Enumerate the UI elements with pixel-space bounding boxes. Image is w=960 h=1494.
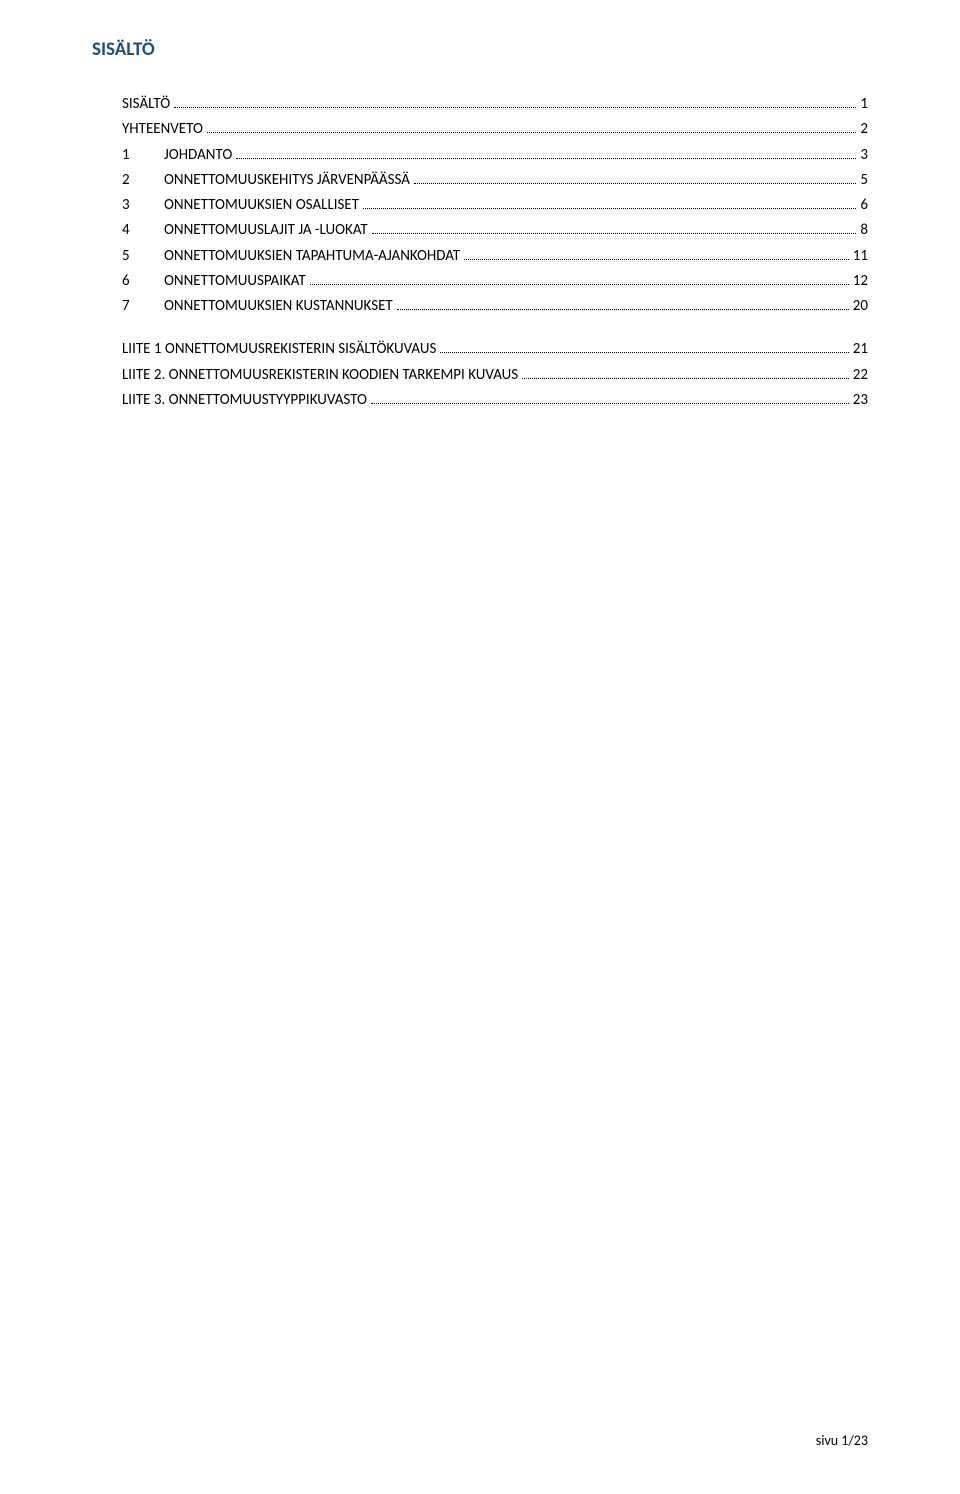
toc-entry: SISÄLTÖ 1 — [122, 93, 868, 116]
toc-entry: 3 ONNETTOMUUKSIEN OSALLISET 6 — [122, 194, 868, 217]
toc-label: JOHDANTO — [164, 144, 232, 167]
toc-label: ONNETTOMUUSPAIKAT — [164, 270, 306, 293]
toc-entry: 2 ONNETTOMUUSKEHITYS JÄRVENPÄÄSSÄ 5 — [122, 169, 868, 192]
toc-leader-dots — [397, 309, 849, 310]
toc-number: 2 — [122, 169, 164, 192]
toc-label: ONNETTOMUUSKEHITYS JÄRVENPÄÄSSÄ — [164, 169, 410, 192]
toc-leader-dots — [464, 259, 849, 260]
toc-leader-dots — [174, 107, 856, 108]
toc-leader-dots — [236, 158, 856, 159]
toc-number: 4 — [122, 219, 164, 242]
toc-page: 22 — [853, 364, 868, 387]
toc-number: 6 — [122, 270, 164, 293]
toc-label: LIITE 3. ONNETTOMUUSTYYPPIKUVASTO — [122, 389, 367, 412]
toc-page: 23 — [853, 389, 868, 412]
toc-page: 3 — [860, 144, 868, 167]
toc-page: 12 — [853, 270, 868, 293]
toc-label: ONNETTOMUUKSIEN TAPAHTUMA-AJANKOHDAT — [164, 245, 460, 268]
toc-page: 20 — [853, 295, 868, 318]
toc-entry: 1 JOHDANTO 3 — [122, 144, 868, 167]
toc-number: 5 — [122, 245, 164, 268]
toc-entry: LIITE 2. ONNETTOMUUSREKISTERIN KOODIEN T… — [122, 364, 868, 387]
toc-page: 1 — [860, 93, 868, 116]
toc-gap — [122, 320, 868, 338]
toc-page: 5 — [860, 169, 868, 192]
table-of-contents: SISÄLTÖ 1 YHTEENVETO 2 1 JOHDANTO 3 2 ON… — [92, 93, 868, 412]
toc-entry: LIITE 1 ONNETTOMUUSREKISTERIN SISÄLTÖKUV… — [122, 338, 868, 361]
toc-leader-dots — [522, 378, 849, 379]
toc-number: 7 — [122, 295, 164, 318]
toc-label: YHTEENVETO — [122, 118, 203, 141]
toc-entry: 5 ONNETTOMUUKSIEN TAPAHTUMA-AJANKOHDAT 1… — [122, 245, 868, 268]
toc-page: 8 — [860, 219, 868, 242]
toc-entry: LIITE 3. ONNETTOMUUSTYYPPIKUVASTO 23 — [122, 389, 868, 412]
toc-leader-dots — [372, 233, 857, 234]
toc-page: 21 — [853, 338, 868, 361]
toc-page: 2 — [860, 118, 868, 141]
toc-leader-dots — [310, 284, 849, 285]
toc-page: 6 — [860, 194, 868, 217]
toc-leader-dots — [207, 132, 856, 133]
toc-label: SISÄLTÖ — [122, 93, 170, 116]
toc-number: 1 — [122, 144, 164, 167]
toc-entry: 6 ONNETTOMUUSPAIKAT 12 — [122, 270, 868, 293]
toc-label: ONNETTOMUUKSIEN KUSTANNUKSET — [164, 295, 393, 318]
toc-entry: 7 ONNETTOMUUKSIEN KUSTANNUKSET 20 — [122, 295, 868, 318]
toc-leader-dots — [363, 208, 856, 209]
page-footer: sivu 1/23 — [816, 1432, 868, 1449]
toc-entry: 4 ONNETTOMUUSLAJIT JA -LUOKAT 8 — [122, 219, 868, 242]
toc-leader-dots — [414, 183, 856, 184]
toc-label: ONNETTOMUUKSIEN OSALLISET — [164, 194, 359, 217]
toc-label: LIITE 1 ONNETTOMUUSREKISTERIN SISÄLTÖKUV… — [122, 338, 436, 361]
toc-entry: YHTEENVETO 2 — [122, 118, 868, 141]
page-title: SISÄLTÖ — [92, 38, 868, 61]
toc-page: 11 — [853, 245, 868, 268]
toc-leader-dots — [440, 352, 848, 353]
toc-leader-dots — [371, 403, 849, 404]
toc-label: LIITE 2. ONNETTOMUUSREKISTERIN KOODIEN T… — [122, 364, 518, 387]
toc-number: 3 — [122, 194, 164, 217]
toc-label: ONNETTOMUUSLAJIT JA -LUOKAT — [164, 219, 368, 242]
